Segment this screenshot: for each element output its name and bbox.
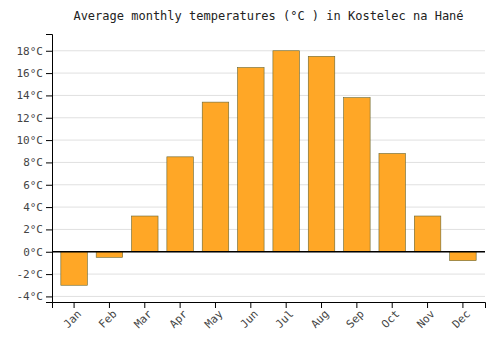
y-tick: 0°C [23, 246, 52, 259]
bar [450, 252, 477, 261]
x-axis-line [53, 303, 486, 309]
x-tick: Oct [379, 302, 402, 331]
y-tick-label: 0°C [23, 246, 43, 259]
y-tick: -2°C [17, 268, 53, 281]
bar [308, 56, 335, 251]
y-tick-label: 16°C [17, 67, 44, 80]
x-tick-label: Mar [132, 307, 156, 331]
x-tick-label: Jun [238, 308, 261, 331]
y-tick: -4°C [17, 290, 53, 303]
y-tick-mark [46, 73, 52, 74]
y-tick-mark [46, 95, 52, 96]
x-tick: Apr [167, 302, 191, 331]
y-tick-mark [46, 162, 52, 163]
bar [132, 216, 159, 252]
y-tick: 4°C [23, 201, 52, 214]
chart-title: Average monthly temperatures (°C ) in Ko… [73, 9, 463, 23]
bar [96, 252, 123, 258]
x-tick: Nov [414, 302, 438, 331]
grid-line [52, 140, 485, 141]
x-tick: May [202, 302, 226, 331]
y-tick-mark [46, 140, 52, 141]
y-tick-label: 12°C [17, 112, 44, 125]
grid-line [52, 274, 485, 275]
bar [414, 216, 441, 252]
grid-line [52, 251, 485, 252]
bar [167, 157, 194, 252]
x-tick-label: Feb [96, 308, 119, 331]
x-tick: Sep [344, 302, 367, 331]
bar [202, 102, 229, 252]
y-tick: 18°C [17, 45, 53, 58]
grid-line [52, 50, 485, 51]
x-tick: Feb [96, 302, 119, 331]
y-tick-mark [46, 207, 52, 208]
y-tick-mark [46, 229, 52, 230]
y-tick: 12°C [17, 112, 53, 125]
x-tick-label: Jan [61, 308, 84, 331]
x-tick-label: Apr [167, 307, 191, 331]
x-tick-label: Oct [379, 308, 402, 331]
x-tick: Mar [132, 302, 156, 331]
bar [344, 98, 371, 252]
y-tick-label: 14°C [17, 89, 44, 102]
y-tick-label: -4°C [17, 290, 44, 303]
bars [52, 51, 485, 286]
x-axis: Jan Feb Mar Apr May Jun Jul Aug Sep Oct Nov Dec [53, 302, 486, 331]
zero-line [52, 251, 485, 253]
grid-line [52, 207, 485, 208]
y-axis: -4°C -2°C 0°C 2°C 4°C 6°C 8°C 10°C 12°C 14°C 16°C 1… [17, 35, 53, 304]
x-tick-label: Sep [344, 308, 367, 331]
y-tick-label: 2°C [23, 223, 43, 236]
bar [61, 252, 88, 286]
y-tick-mark [46, 185, 52, 186]
x-tick: Jun [238, 302, 261, 331]
y-tick-mark [46, 51, 52, 52]
y-tick-mark [46, 252, 52, 253]
grid-line [52, 73, 485, 74]
y-tick: 6°C [23, 179, 52, 192]
y-tick: 8°C [23, 156, 52, 169]
y-tick-mark [46, 296, 52, 297]
y-tick: 14°C [17, 89, 53, 102]
y-tick-label: 8°C [23, 156, 43, 169]
grid-line [52, 162, 485, 163]
bar [379, 153, 406, 251]
y-tick-label: 4°C [23, 201, 43, 214]
grid-line [52, 184, 485, 185]
x-tick: Dec [450, 302, 473, 331]
y-tick-mark [46, 274, 52, 275]
plot-area: -4°C -2°C 0°C 2°C 4°C 6°C 8°C 10°C 12°C 14°C 16°C 1… [17, 35, 486, 331]
y-tick-mark [46, 118, 52, 119]
x-tick-label: Jul [273, 308, 296, 331]
y-tick: 16°C [17, 67, 53, 80]
y-tick-label: 10°C [17, 134, 44, 147]
bar [273, 51, 300, 252]
y-tick-label: -2°C [17, 268, 44, 281]
y-tick-label: 6°C [23, 179, 43, 192]
x-tick: Jul [273, 302, 296, 331]
x-tick: Aug [308, 302, 331, 331]
x-tick: Jan [61, 302, 84, 331]
grid-line [52, 296, 485, 297]
y-tick: 2°C [23, 223, 52, 236]
y-axis-line [46, 35, 53, 303]
chart-container: -4°C -2°C 0°C 2°C 4°C 6°C 8°C 10°C 12°C 14°C 16°C 1… [0, 0, 500, 350]
chart-svg: -4°C -2°C 0°C 2°C 4°C 6°C 8°C 10°C 12°C 14°C 16°C 1… [0, 0, 500, 350]
grid-line [52, 95, 485, 96]
x-tick-label: Dec [450, 308, 473, 331]
y-tick-label: 18°C [17, 45, 44, 58]
grid [52, 51, 485, 297]
x-tick-label: May [202, 307, 226, 331]
bar [238, 68, 265, 252]
y-tick: 10°C [17, 134, 53, 147]
x-tick-label: Nov [414, 307, 438, 331]
grid-line [52, 117, 485, 118]
x-tick-label: Aug [308, 308, 331, 331]
